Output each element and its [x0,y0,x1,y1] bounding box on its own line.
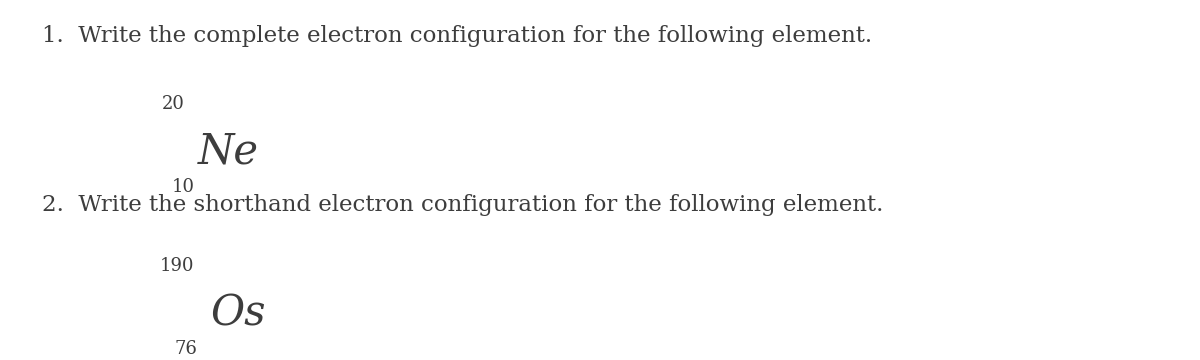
Text: 2.  Write the shorthand electron configuration for the following element.: 2. Write the shorthand electron configur… [42,194,883,216]
Text: 10: 10 [172,178,194,196]
Text: 76: 76 [174,340,197,358]
Text: 1.  Write the complete electron configuration for the following element.: 1. Write the complete electron configura… [42,25,872,47]
Text: Ne: Ne [198,130,259,172]
Text: 20: 20 [162,95,185,113]
Text: Os: Os [210,292,265,334]
Text: 190: 190 [160,257,194,275]
